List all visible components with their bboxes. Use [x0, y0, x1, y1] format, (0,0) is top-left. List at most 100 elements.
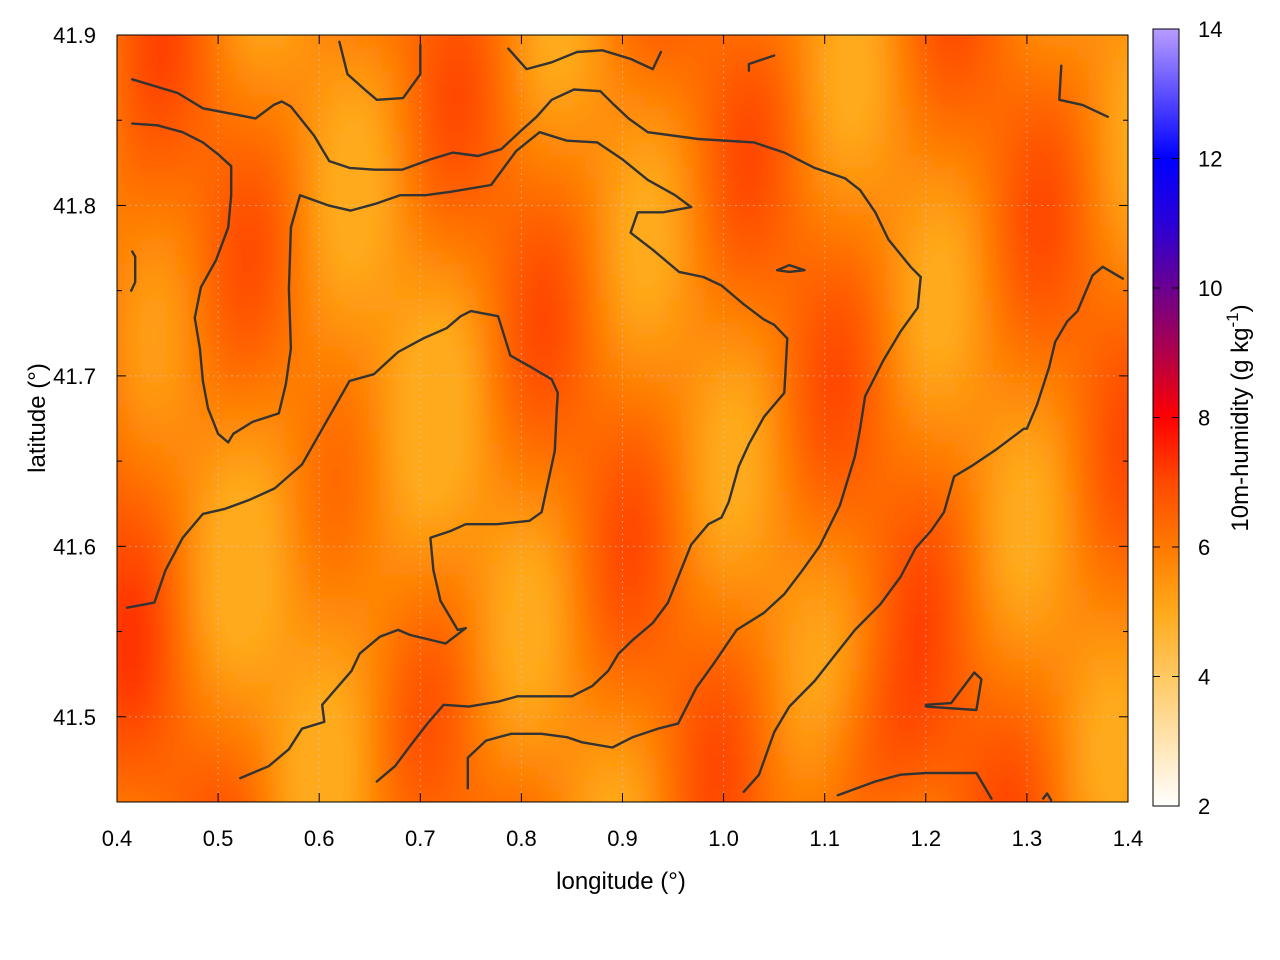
heatmap-cell — [921, 215, 934, 228]
heatmap-cell — [309, 83, 322, 96]
heatmap-cell — [825, 83, 838, 96]
heatmap-cell — [777, 479, 790, 492]
heatmap-cell — [309, 227, 322, 240]
heatmap-cell — [969, 611, 982, 624]
heatmap-cell — [1005, 287, 1018, 300]
heatmap-cell — [753, 299, 766, 312]
heatmap-cell — [513, 287, 526, 300]
heatmap-cell — [561, 587, 574, 600]
heatmap-cell — [213, 59, 226, 72]
heatmap-cell — [117, 599, 118, 612]
heatmap-cell — [789, 215, 802, 228]
heatmap-cell — [633, 563, 646, 576]
heatmap-cell — [309, 203, 322, 216]
heatmap-cell — [537, 359, 550, 372]
heatmap-cell — [537, 47, 550, 60]
heatmap-cell — [357, 395, 370, 408]
heatmap-cell — [933, 623, 946, 636]
heatmap-cell — [1017, 503, 1030, 516]
heatmap-cell — [981, 179, 994, 192]
heatmap-cell — [933, 479, 946, 492]
heatmap-cell — [417, 203, 430, 216]
heatmap-cell — [813, 491, 826, 504]
heatmap-cell — [801, 11, 814, 24]
heatmap-cell — [561, 215, 574, 228]
heatmap-cell — [1101, 347, 1114, 360]
heatmap-cell — [417, 383, 430, 396]
heatmap-cell — [465, 395, 478, 408]
heatmap-cell — [825, 239, 838, 252]
heatmap-cell — [201, 47, 214, 60]
heatmap-cell — [501, 407, 514, 420]
heatmap-cell — [933, 383, 946, 396]
heatmap-cell — [561, 383, 574, 396]
heatmap-cell — [873, 479, 886, 492]
heatmap-cell — [429, 311, 442, 324]
heatmap-cell — [741, 335, 754, 348]
heatmap-cell — [849, 251, 862, 264]
heatmap-cell — [1005, 35, 1018, 48]
heatmap-cell — [1089, 443, 1102, 456]
heatmap-cell — [633, 431, 646, 444]
heatmap-cell — [273, 491, 286, 504]
heatmap-cell — [825, 347, 838, 360]
heatmap-cell — [573, 479, 586, 492]
heatmap-cell — [177, 575, 190, 588]
heatmap-cell — [1029, 527, 1042, 540]
heatmap-cell — [1089, 335, 1102, 348]
heatmap-cell — [1065, 83, 1078, 96]
heatmap-cell — [477, 503, 490, 516]
heatmap-cell — [705, 215, 718, 228]
heatmap-cell — [1053, 131, 1066, 144]
heatmap-cell — [1053, 419, 1066, 432]
heatmap-cell — [429, 143, 442, 156]
heatmap-cell — [237, 155, 250, 168]
heatmap-cell — [1053, 455, 1066, 468]
heatmap-cell — [237, 635, 250, 648]
heatmap-cell — [117, 443, 130, 456]
heatmap-cell — [705, 455, 718, 468]
heatmap-cell — [129, 83, 142, 96]
heatmap-cell — [357, 191, 370, 204]
heatmap-cell — [573, 407, 586, 420]
heatmap-cell — [129, 563, 142, 576]
heatmap-cell — [393, 59, 406, 72]
heatmap-cell — [513, 611, 526, 624]
heatmap-cell — [693, 11, 706, 24]
heatmap-cell — [369, 443, 382, 456]
heatmap-cell — [201, 359, 214, 372]
heatmap-cell — [597, 191, 610, 204]
heatmap-cell — [909, 251, 922, 264]
heatmap-cell — [681, 407, 694, 420]
heatmap-cell — [309, 215, 322, 228]
heatmap-cell — [585, 563, 598, 576]
heatmap-cell — [189, 35, 202, 48]
heatmap-cell — [705, 395, 718, 408]
heatmap-cell — [477, 155, 490, 168]
heatmap-cell — [717, 11, 730, 24]
heatmap-cell — [165, 407, 178, 420]
heatmap-cell — [645, 263, 658, 276]
heatmap-cell — [861, 11, 874, 24]
heatmap-cell — [417, 311, 430, 324]
heatmap-cell — [741, 551, 754, 564]
heatmap-cell — [153, 647, 166, 660]
heatmap-cell — [405, 323, 418, 336]
heatmap-cell — [777, 71, 790, 84]
heatmap-cell — [117, 167, 130, 180]
heatmap-cell — [597, 599, 610, 612]
heatmap-cell — [117, 491, 130, 504]
heatmap-cell — [153, 47, 166, 60]
heatmap-cell — [777, 35, 790, 36]
heatmap-cell — [429, 671, 442, 684]
heatmap-cell — [1125, 359, 1128, 372]
heatmap-cell — [957, 659, 970, 672]
heatmap-cell — [1113, 155, 1126, 168]
heatmap-cell — [597, 107, 610, 120]
heatmap-cell — [357, 347, 370, 360]
heatmap-cell — [189, 551, 202, 564]
heatmap-cell — [1089, 455, 1102, 468]
heatmap-cell — [765, 623, 778, 636]
heatmap-cell — [681, 431, 694, 444]
heatmap-cell — [1077, 539, 1090, 552]
